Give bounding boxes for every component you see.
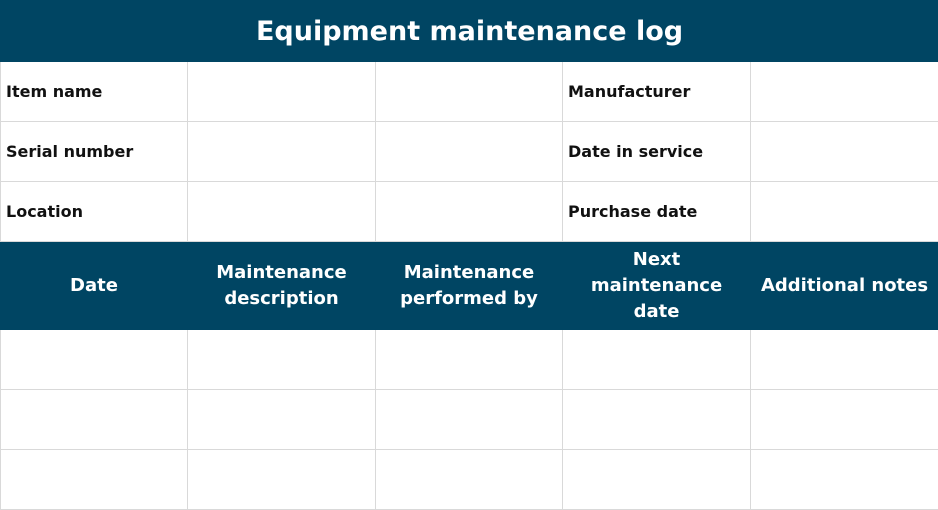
column-header: Date [1, 242, 188, 330]
table-cell[interactable] [188, 330, 376, 390]
info-label: Item name [1, 62, 188, 122]
column-header: Next maintenance date [563, 242, 751, 330]
table-row [1, 450, 938, 510]
item-name-field[interactable] [376, 62, 563, 122]
table-cell[interactable] [1, 330, 188, 390]
info-label: Manufacturer [563, 62, 751, 122]
table-cell[interactable] [563, 390, 751, 450]
location-field[interactable] [188, 182, 376, 242]
table-row [1, 330, 938, 390]
info-label: Purchase date [563, 182, 751, 242]
info-label: Serial number [1, 122, 188, 182]
column-header: Maintenance performed by [376, 242, 563, 330]
serial-number-field[interactable] [376, 122, 563, 182]
location-field[interactable] [376, 182, 563, 242]
table-cell[interactable] [563, 330, 751, 390]
item-name-field[interactable] [188, 62, 376, 122]
table-row [1, 390, 938, 450]
table-cell[interactable] [376, 390, 563, 450]
table-cell[interactable] [751, 450, 938, 510]
info-label: Date in service [563, 122, 751, 182]
purchase-date-field[interactable] [751, 182, 938, 242]
date-in-service-field[interactable] [751, 122, 938, 182]
table-cell[interactable] [751, 330, 938, 390]
column-header-row: Date Maintenance description Maintenance… [1, 242, 938, 330]
table-cell[interactable] [188, 450, 376, 510]
table-cell[interactable] [751, 390, 938, 450]
table-cell[interactable] [376, 330, 563, 390]
table-cell[interactable] [1, 390, 188, 450]
page-title: Equipment maintenance log [1, 1, 938, 62]
table-cell[interactable] [376, 450, 563, 510]
serial-number-field[interactable] [188, 122, 376, 182]
table-cell[interactable] [1, 450, 188, 510]
table-cell[interactable] [188, 390, 376, 450]
manufacturer-field[interactable] [751, 62, 938, 122]
info-row: Item name Manufacturer [1, 62, 938, 122]
info-row: Location Purchase date [1, 182, 938, 242]
info-row: Serial number Date in service [1, 122, 938, 182]
info-label: Location [1, 182, 188, 242]
column-header: Maintenance description [188, 242, 376, 330]
table-cell[interactable] [563, 450, 751, 510]
column-header: Additional notes [751, 242, 938, 330]
